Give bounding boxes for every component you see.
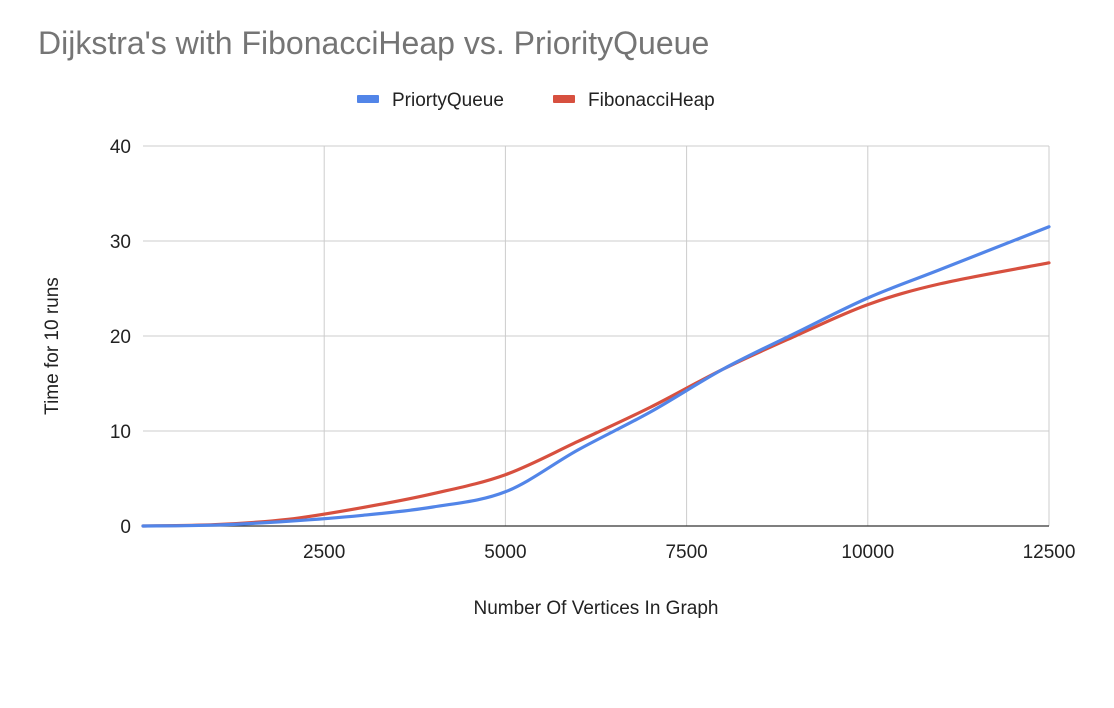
series-line-fibonacciheap	[141, 261, 1051, 528]
chart-title: Dijkstra's with FibonacciHeap vs. Priori…	[38, 25, 709, 61]
legend-item-fibonacciheap: FibonacciHeap	[553, 90, 715, 111]
x-axis-label: Number Of Vertices In Graph	[474, 598, 719, 619]
y-axis-label: Time for 10 runs	[42, 277, 63, 415]
x-tick-label: 5000	[484, 542, 526, 563]
series-lines	[141, 225, 1051, 528]
y-tick-label: 0	[120, 517, 131, 538]
legend-label: FibonacciHeap	[588, 90, 715, 111]
x-tick-label: 7500	[665, 542, 707, 563]
y-tick-label: 20	[110, 327, 131, 348]
series-line-priortyqueue	[141, 225, 1051, 528]
legend-label: PriortyQueue	[392, 90, 504, 111]
grid	[143, 145, 1050, 527]
legend-item-priortyqueue: PriortyQueue	[357, 90, 504, 111]
legend: PriortyQueue FibonacciHeap	[357, 90, 715, 111]
legend-swatch	[553, 95, 575, 103]
y-tick-label: 10	[110, 422, 131, 443]
y-tick-label: 30	[110, 232, 131, 253]
y-tick-label: 40	[110, 137, 131, 158]
legend-swatch	[357, 95, 379, 103]
x-tick-label: 2500	[303, 542, 345, 563]
x-tick-label: 12500	[1023, 542, 1076, 563]
x-tick-label: 10000	[841, 542, 894, 563]
tick-labels: 0 10 20 30 40 2500 5000 7500 10000 12500	[110, 137, 1076, 563]
